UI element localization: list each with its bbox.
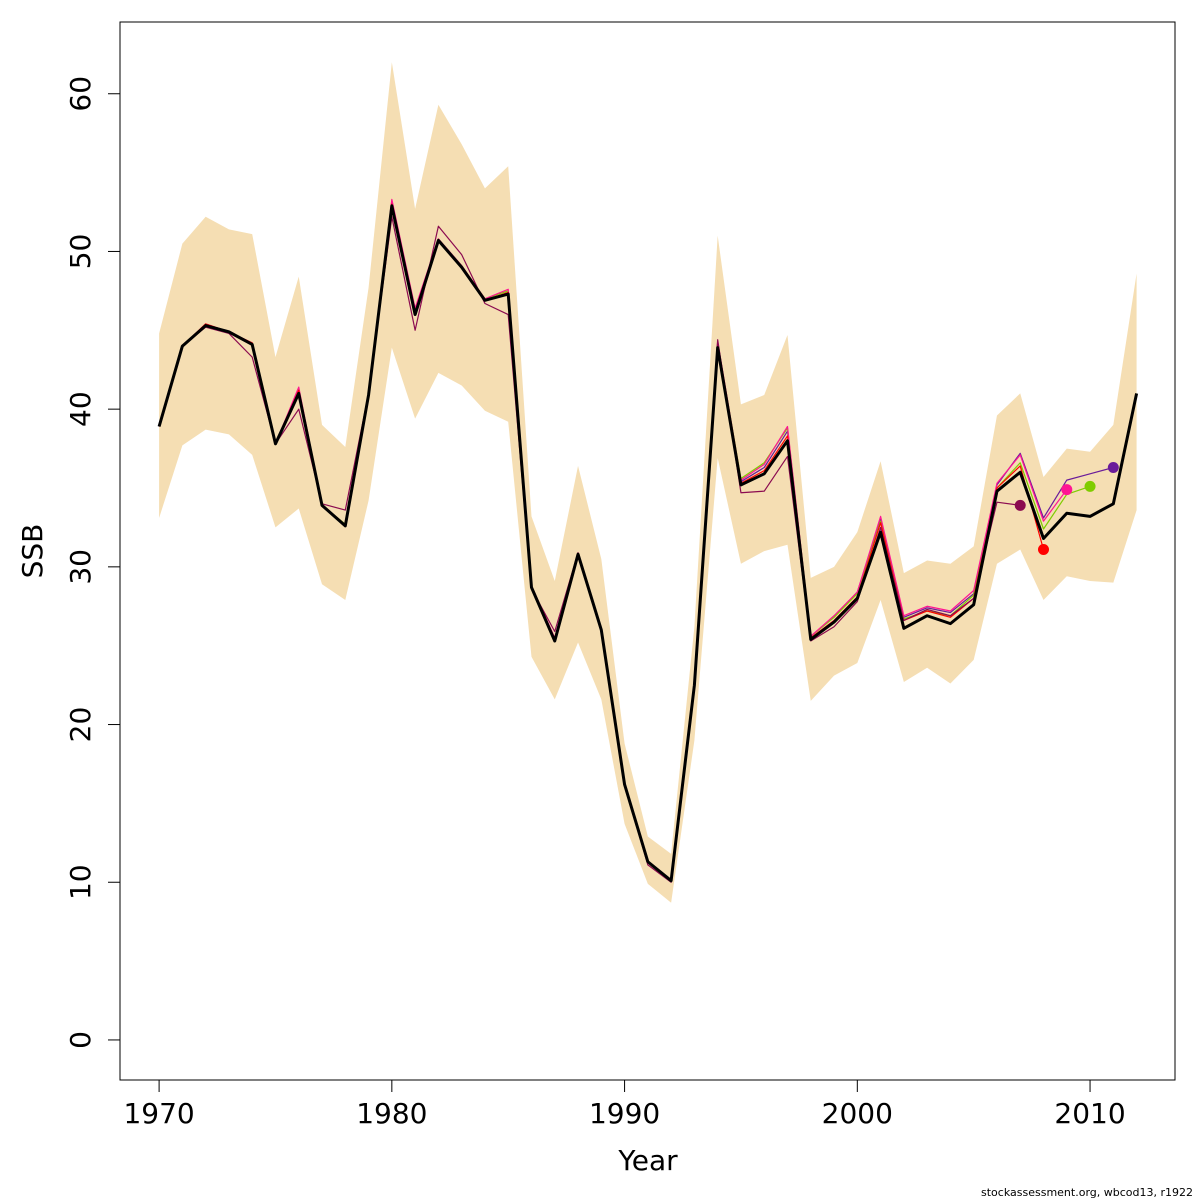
y-axis-label: SSB [16, 524, 49, 579]
y-tick-label: 30 [64, 549, 97, 585]
x-tick-label: 1990 [589, 1097, 660, 1130]
retro-endpoint [1038, 544, 1050, 556]
retro-endpoint [1107, 461, 1119, 473]
x-tick-label: 1970 [123, 1097, 194, 1130]
footnote: stockassessment.org, wbcod13, r1922 [981, 1186, 1193, 1199]
retro-endpoint [1014, 499, 1026, 511]
plot-frame [119, 21, 1176, 1081]
confidence-band [159, 62, 1137, 903]
y-tick-label: 10 [64, 864, 97, 900]
y-tick-label: 60 [64, 76, 97, 112]
y-tick-label: 20 [64, 707, 97, 743]
retro-endpoint [1061, 484, 1073, 496]
x-tick-label: 2000 [822, 1097, 893, 1130]
retro-endpoint [1084, 480, 1096, 492]
ssb-line [157, 204, 1139, 883]
x-tick-label: 2010 [1054, 1097, 1125, 1130]
y-tick-label: 40 [64, 391, 97, 427]
x-axis-label: Year [617, 1144, 678, 1177]
y-tick-label: 0 [64, 1031, 97, 1049]
y-tick-label: 50 [64, 234, 97, 270]
x-tick-label: 1980 [356, 1097, 427, 1130]
